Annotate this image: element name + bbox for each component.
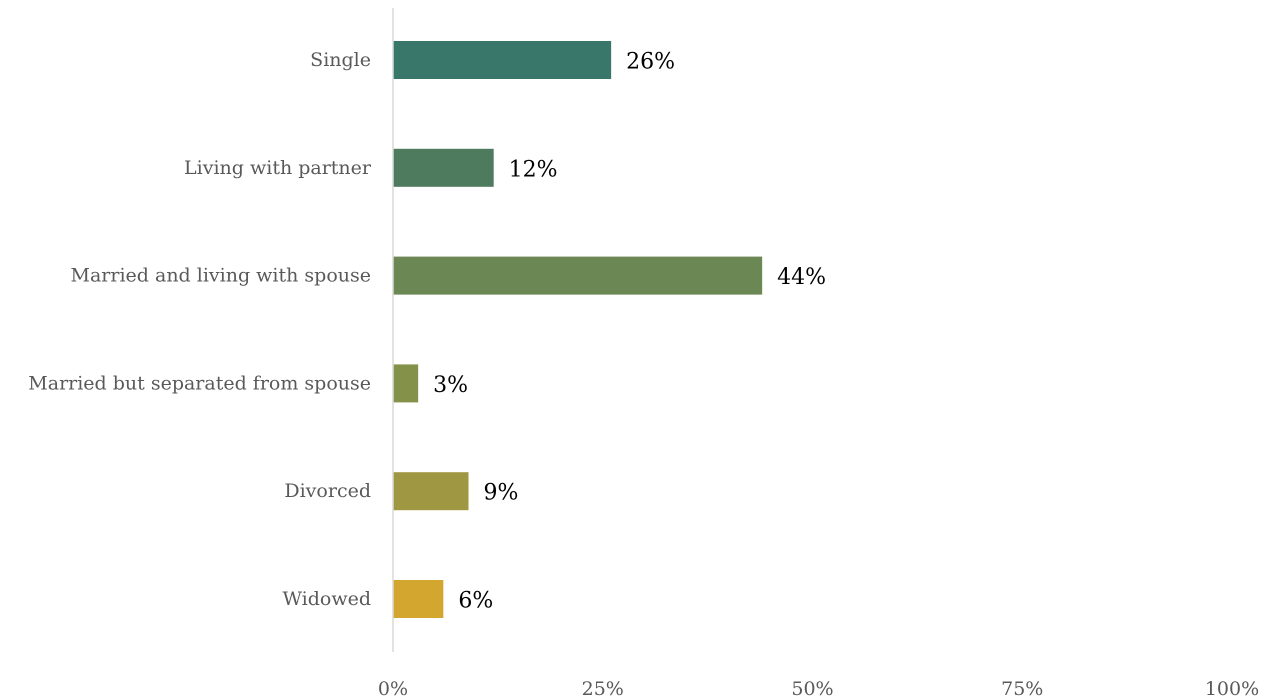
bar-single [393,41,612,79]
x-tick-label: 50% [791,678,833,696]
x-tick-label: 25% [582,678,624,696]
data-label: 9% [484,481,519,506]
bar-widowed [393,580,444,618]
bar-married-and-living-with-spouse [393,256,763,295]
x-tick-label: 75% [1001,678,1043,696]
category-label: Single [310,49,371,71]
category-label: Divorced [284,480,371,502]
labels-layer: Single 26% Living with partner 12% Married a… [28,49,1259,696]
data-label: 3% [433,373,468,398]
bar-divorced [393,472,469,511]
bar-living-with-partner [393,148,494,187]
data-label: 44% [777,265,826,290]
data-label: 6% [458,589,493,614]
bars-layer [393,41,763,618]
x-tick-label: 100% [1205,678,1259,696]
category-label: Widowed [282,588,371,610]
x-tick-label: 0% [378,678,408,696]
data-label: 12% [509,157,558,182]
category-label: Married but separated from spouse [28,372,371,394]
category-label: Married and living with spouse [71,265,371,287]
category-label: Living with partner [184,157,372,179]
bar-married-but-separated-from-spouse [393,364,419,403]
data-label: 26% [626,50,675,75]
